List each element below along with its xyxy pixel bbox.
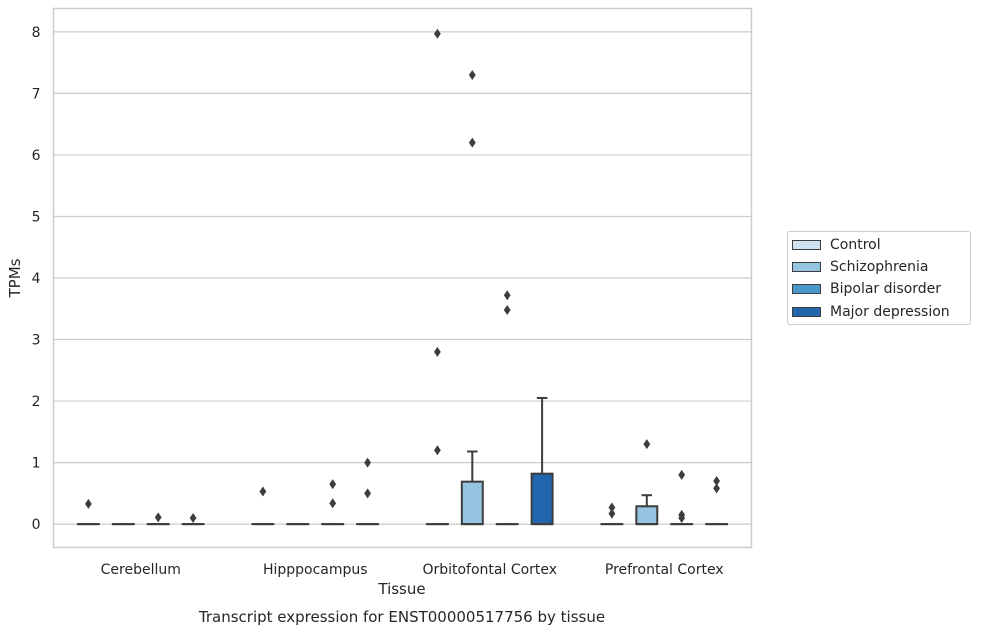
outlier-0-1-0 — [259, 486, 267, 497]
y-tick-labels: 0 1 2 3 4 5 6 7 8 — [32, 25, 41, 533]
legend-label-bipolar-disorder: Bipolar disorder — [830, 281, 942, 297]
chart-caption: Transcript expression for ENST0000051775… — [198, 608, 605, 626]
y-tick-label-3: 3 — [32, 333, 41, 349]
y-tick-label-7: 7 — [32, 86, 41, 102]
legend-swatch-schizophrenia — [792, 262, 821, 272]
box-body — [530, 472, 554, 526]
legend-label-schizophrenia: Schizophrenia — [830, 259, 929, 275]
outlier-2-0-0 — [154, 512, 162, 523]
x-tick-label-1: Hipppocampus — [263, 562, 368, 578]
outlier-1-3-0 — [643, 439, 651, 450]
outlier-3-1-1 — [364, 488, 371, 499]
legend: Control Schizophrenia Bipolar disorder M… — [787, 231, 971, 325]
box-body — [635, 505, 659, 526]
legend-label-major-depression: Major depression — [830, 304, 950, 320]
box-1-3 — [635, 494, 659, 526]
legend-swatch-major-depression — [792, 307, 821, 317]
y-axis-title: TPMs — [6, 258, 24, 298]
x-tick-label-2: Orbitofontal Cortex — [422, 562, 557, 578]
legend-item-control: Control — [792, 235, 881, 255]
y-tick-label-6: 6 — [32, 148, 41, 164]
legend-swatch-control — [792, 240, 821, 250]
outlier-2-1-0 — [329, 479, 337, 490]
outlier-3-3-1 — [713, 483, 720, 494]
outlier-0-0-0 — [85, 498, 92, 509]
box-3-2 — [530, 396, 554, 526]
outlier-2-3-0 — [678, 469, 686, 480]
legend-swatch-bipolar-disorder — [792, 284, 821, 294]
y-tick-label-2: 2 — [32, 394, 41, 410]
outlier-0-2-2 — [434, 445, 441, 456]
outlier-3-0-0 — [189, 512, 197, 523]
plot-area-frame — [52, 7, 753, 549]
outlier-0-2-0 — [434, 28, 441, 39]
outlier-3-3-0 — [713, 476, 720, 487]
outlier-1-2-0 — [468, 69, 476, 80]
y-tick-label-4: 4 — [32, 271, 41, 287]
outlier-0-2-1 — [434, 346, 441, 357]
outlier-1-2-1 — [468, 137, 476, 148]
y-tick-label-0: 0 — [32, 517, 41, 533]
y-tick-label-8: 8 — [32, 25, 41, 41]
outlier-3-1-0 — [364, 457, 371, 468]
x-axis-title: Tissue — [377, 580, 425, 598]
box-body — [460, 480, 484, 526]
y-tick-label-1: 1 — [32, 456, 41, 472]
outlier-2-3-2 — [678, 512, 686, 523]
outlier-2-1-1 — [329, 498, 337, 509]
legend-item-schizophrenia: Schizophrenia — [792, 257, 928, 277]
box-series — [76, 396, 729, 526]
legend-label-control: Control — [830, 237, 881, 253]
grid-lines — [53, 31, 752, 525]
outlier-2-2-0 — [503, 290, 511, 301]
box-1-2 — [460, 450, 484, 526]
x-tick-label-0: Cerebellum — [101, 562, 181, 578]
legend-item-major-depression: Major depression — [792, 302, 950, 322]
x-tick-labels: Cerebellum Hipppocampus Orbitofontal Corte… — [101, 562, 724, 578]
outlier-0-3-0 — [608, 502, 616, 513]
outlier-2-2-1 — [503, 304, 511, 315]
legend-item-bipolar-disorder: Bipolar disorder — [792, 279, 941, 299]
x-tick-label-3: Prefrontal Cortex — [605, 562, 724, 578]
outlier-points — [85, 28, 720, 523]
outlier-0-3-1 — [608, 508, 616, 519]
y-tick-label-5: 5 — [32, 209, 41, 225]
